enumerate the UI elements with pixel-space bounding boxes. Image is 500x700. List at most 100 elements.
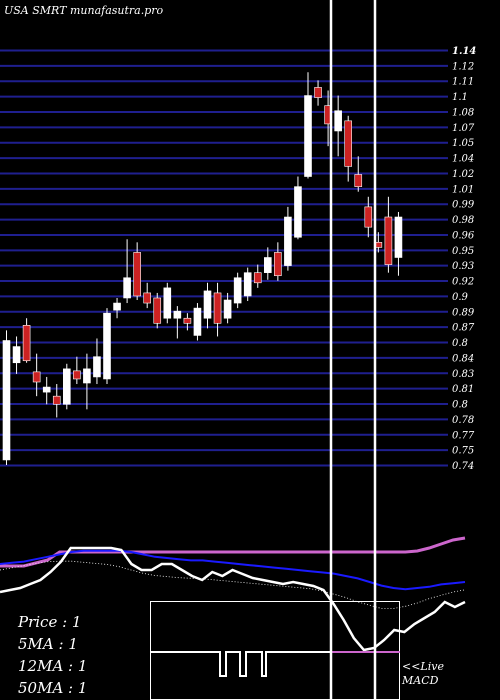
candle-body [304, 95, 312, 177]
candle-body [344, 120, 353, 167]
candle-body [32, 371, 41, 383]
candle-body [223, 299, 232, 319]
candle [223, 292, 232, 324]
candle-body [173, 310, 182, 319]
price-tick-label: 0.74 [452, 461, 474, 472]
candle [213, 282, 222, 337]
price-tick-labels: 1.14 1.12 1.11 1.1 1.08 1.07 1.05 1.04 1.02 1.01 0… [452, 46, 476, 472]
candle [334, 95, 342, 157]
price-tick-label: 1.12 [452, 61, 474, 72]
candle [163, 282, 172, 324]
price-tick-label: 1.02 [452, 169, 474, 180]
candle-body [123, 277, 131, 299]
macd-histogram-frame [150, 601, 400, 700]
price-tick-label: 1.05 [452, 138, 474, 149]
candle [62, 363, 71, 410]
macd-panel [0, 536, 466, 700]
candle [143, 282, 151, 309]
candle-body [314, 87, 322, 98]
candle-body [113, 302, 121, 311]
price-tick-label: 0.96 [452, 230, 475, 241]
price-tick-label: 0.87 [452, 323, 475, 334]
candle-body [263, 257, 272, 273]
candle [52, 384, 61, 418]
candle-body [62, 368, 71, 405]
candle [193, 303, 202, 341]
price-tick-label: 0.98 [452, 215, 474, 226]
candle [22, 318, 31, 363]
candle [203, 282, 212, 329]
candle-body [103, 312, 111, 380]
candle-body [143, 292, 151, 304]
price-tick-label: 0.84 [452, 353, 474, 364]
candle-body [2, 340, 11, 461]
price-tick-label: 1.14 [452, 46, 476, 57]
price-tick-label: 0.77 [452, 430, 475, 441]
price-tick-label: 0.95 [452, 246, 474, 257]
price-tick-label: 0.9 [452, 292, 469, 303]
candle [103, 308, 111, 385]
candle-body [83, 368, 91, 384]
price-tick-label: 0.89 [452, 307, 475, 318]
price-tick-label: 0.8 [452, 400, 468, 411]
price-tick-label: 1.04 [452, 154, 474, 165]
candle [344, 115, 353, 182]
candle [394, 211, 403, 276]
candle [304, 72, 312, 179]
candle-body [284, 216, 292, 266]
candle [183, 313, 192, 331]
candle [153, 292, 162, 329]
candle-body [394, 216, 403, 258]
candle [73, 356, 81, 385]
candle [243, 267, 252, 302]
price-tick-label: 0.75 [452, 446, 474, 457]
candle-body [22, 325, 31, 362]
candle [263, 247, 272, 280]
price-tick-label: 0.81 [452, 384, 474, 395]
candle [253, 264, 262, 288]
live-label: <<Live [402, 660, 444, 673]
candle-body [52, 395, 61, 405]
candle [294, 176, 302, 240]
candle-body [203, 290, 212, 319]
macd-dotted-line [0, 560, 466, 609]
candle-body [334, 110, 342, 132]
candles [2, 72, 403, 465]
candle-body [253, 272, 262, 284]
price-tick-label: 1.1 [452, 92, 468, 103]
candle [113, 297, 121, 319]
macd-white-line [0, 546, 466, 652]
candle [2, 330, 11, 465]
candle-body [213, 292, 222, 324]
candle [12, 336, 21, 374]
candle [83, 353, 91, 410]
macd-blue-line [0, 549, 466, 591]
candle [93, 338, 101, 385]
candle [123, 239, 131, 304]
candle-body [163, 287, 172, 319]
candle [384, 196, 393, 273]
price-tick-label: 0.99 [452, 200, 475, 211]
candle-body [183, 317, 192, 324]
price-stat: Price : 1 [18, 613, 82, 631]
candle [233, 272, 242, 309]
candle [364, 196, 373, 238]
price-tick-label: 1.11 [452, 77, 474, 88]
ma5-stat: 5MA : 1 [18, 635, 78, 653]
candle-body [153, 297, 162, 324]
candle-body [93, 356, 101, 378]
candle-body [233, 277, 242, 304]
candle-body [193, 307, 202, 336]
candle [133, 242, 141, 301]
price-tick-label: 0.78 [452, 415, 474, 426]
price-tick-label: 1.08 [452, 107, 474, 118]
ma50-stat: 50MA : 1 [18, 679, 88, 697]
price-tick-label: 0.83 [452, 369, 474, 380]
candle [354, 156, 363, 192]
candle [42, 376, 51, 405]
candle-body [133, 252, 141, 297]
macd-label: MACD [402, 674, 439, 687]
candle-body [294, 186, 302, 238]
